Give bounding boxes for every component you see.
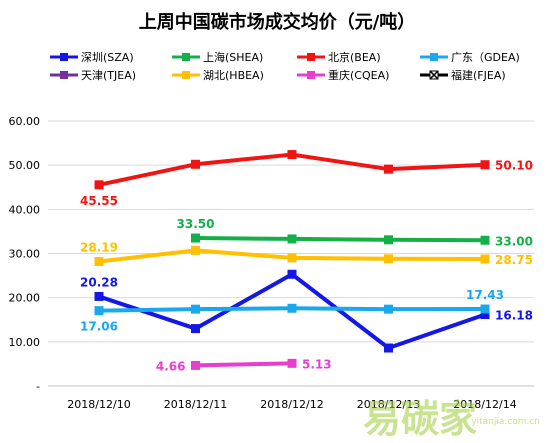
data-label: 17.43 [466,288,504,302]
data-point [94,306,104,316]
data-label: 45.55 [80,194,118,208]
x-tick-label: 2018/12/12 [260,398,323,411]
legend-entry: 湖北(HBEA) [172,69,264,82]
data-point [287,358,297,368]
data-point [191,245,200,255]
data-point [480,235,490,245]
legend-entry: 深圳(SZA) [50,51,134,64]
data-point [191,324,200,334]
data-point [480,304,490,314]
legend-label: 湖北(HBEA) [203,69,264,82]
x-tick-label: 2018/12/14 [453,398,516,411]
data-label: 17.06 [80,320,118,334]
legend-label: 深圳(SZA) [81,51,134,64]
y-tick-label: 10.00 [9,336,41,349]
data-point [384,235,393,245]
data-label: 4.66 [156,359,186,373]
data-point [94,291,104,301]
watermark: 易碳家 yitanjia.com.cn [363,397,540,441]
legend-entry: 福建(FJEA) [420,68,506,82]
data-point [384,343,393,353]
legend-entry: 广东（GDEA) [420,51,520,64]
y-axis: - 10.00 20.00 30.00 40.00 50.00 60.00 [9,115,41,393]
series-北京(BEA) [94,150,490,190]
legend-label: 北京(BEA) [328,50,381,64]
series-湖北(HBEA) [94,245,490,266]
data-label: 50.10 [495,159,533,173]
y-tick-label: 50.00 [9,159,41,172]
legend-entry: 重庆(CQEA) [297,68,389,82]
x-tick-label: 2018/12/11 [164,398,227,411]
legend-entry: 天津(TJEA) [50,69,136,82]
chart-title: 上周中国碳市场成交均价（元/吨） [139,11,416,33]
legend-entry: 北京(BEA) [297,50,381,64]
data-point [287,150,297,160]
series-line [195,236,486,243]
data-point [384,304,393,314]
data-point [287,234,297,244]
y-tick-label: 30.00 [9,248,41,261]
series-广东（GDEA) [94,303,490,316]
series-layer [94,150,490,370]
data-point [287,269,297,279]
y-tick-label: 20.00 [9,292,41,305]
series-line [98,152,486,187]
legend-marker [182,71,190,79]
series-上海(SHEA) [191,233,490,245]
watermark-url: yitanjia.com.cn [471,417,540,427]
data-point [191,159,200,169]
legend-label: 重庆(CQEA) [328,68,389,82]
data-point [480,254,490,264]
data-point [191,233,200,243]
watermark-brand: 易碳家 [363,397,477,441]
series-重庆(CQEA) [191,358,297,370]
legend-marker-x [429,70,439,80]
data-label: 16.18 [495,309,533,323]
legend-entry: 上海(SHEA) [172,50,263,64]
legend-marker [182,53,190,61]
data-label: 20.28 [80,275,118,289]
series-深圳(SZA) [94,269,490,353]
data-point [191,360,200,370]
data-point [287,303,297,313]
legend-marker [60,71,68,79]
legend-label: 福建(FJEA) [451,68,506,82]
y-tick-label: 40.00 [9,203,41,216]
legend-label: 广东（GDEA) [451,51,520,64]
data-point [480,310,490,320]
data-point [94,180,104,190]
legend-marker [307,71,315,79]
legend-label: 上海(SHEA) [203,50,263,64]
x-tick-label: 2018/12/13 [357,398,420,411]
data-label: 5.13 [302,357,332,371]
data-point [191,304,200,314]
legend-marker [307,53,315,61]
y-tick-label: 60.00 [9,115,41,128]
legend-label: 天津(TJEA) [81,69,136,82]
data-point [384,254,393,264]
series-line [195,361,293,368]
y-tick-label: - [36,380,40,393]
legend: 深圳(SZA) 上海(SHEA) 北京(BEA) 广东（GDEA) 天津(TJEA) 湖北… [50,50,520,82]
data-point [384,164,393,174]
legend-marker [430,53,438,61]
data-labels: 20.28 16.18 33.50 33.00 45.55 50.10 17.06 17.43… [80,159,533,374]
data-label: 28.75 [495,253,533,267]
data-point [94,256,104,266]
data-point [480,160,490,170]
x-axis: 2018/12/10 2018/12/11 2018/12/12 2018/12/13… [67,398,516,411]
data-label: 28.19 [80,240,118,254]
data-label: 33.00 [495,234,533,248]
data-point [287,253,297,263]
data-label: 33.50 [177,217,215,231]
x-tick-label: 2018/12/10 [67,398,130,411]
legend-marker [60,53,68,61]
